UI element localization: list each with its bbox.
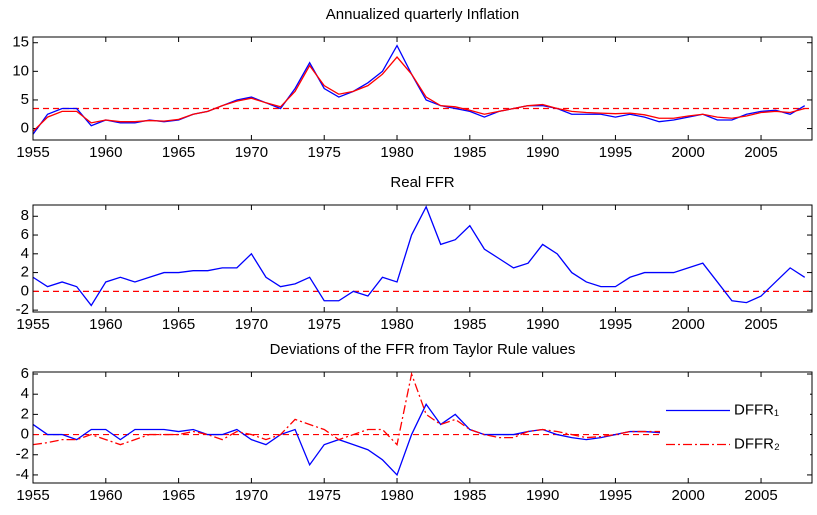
y-tick-label: 6: [21, 365, 29, 382]
x-tick-label: 1995: [599, 316, 632, 333]
y-tick-label: 6: [21, 226, 29, 243]
y-tick-label: 4: [21, 245, 29, 262]
subplot-title: Annualized quarterly Inflation: [326, 6, 519, 23]
x-tick-label: 1990: [526, 487, 559, 504]
x-tick-label: 2000: [672, 487, 705, 504]
y-tick-label: 0: [21, 282, 29, 299]
x-tick-label: 1970: [235, 144, 268, 161]
x-tick-label: 2005: [744, 487, 777, 504]
legend: DFFR₁ DFFR₂: [660, 393, 810, 462]
y-tick-label: -2: [16, 301, 29, 318]
y-tick-label: -4: [16, 466, 29, 483]
x-tick-label: 1975: [308, 144, 341, 161]
x-tick-label: 1980: [380, 316, 413, 333]
subplot-title: Real FFR: [390, 174, 454, 191]
legend-box: [660, 393, 810, 462]
x-tick-label: 1960: [89, 144, 122, 161]
y-tick-label: -2: [16, 446, 29, 463]
y-tick-label: 4: [21, 385, 29, 402]
axes-box: [32, 36, 813, 141]
x-tick-label: 2005: [744, 144, 777, 161]
series-line: [33, 205, 806, 307]
x-tick-label: 2005: [744, 316, 777, 333]
x-tick-label: 1995: [599, 144, 632, 161]
x-tick-label: 1970: [235, 487, 268, 504]
x-tick-label: 1955: [16, 487, 49, 504]
x-tick-label: 1965: [162, 316, 195, 333]
x-tick-label: 1955: [16, 316, 49, 333]
x-tick-label: 2000: [672, 316, 705, 333]
x-tick-label: 1985: [453, 316, 486, 333]
x-tick-label: 1985: [453, 487, 486, 504]
series-line: [33, 56, 805, 132]
x-tick-label: 1995: [599, 487, 632, 504]
plot-area: [33, 205, 812, 307]
y-tick-label: 8: [21, 207, 29, 224]
x-tick-label: 1965: [162, 144, 195, 161]
x-tick-label: 1960: [89, 316, 122, 333]
subplot: Real FFR 1955 1960 1965 1970 1975 1980 1985 1990…: [16, 174, 813, 333]
x-tick-label: 1975: [308, 316, 341, 333]
x-tick-label: 1970: [235, 316, 268, 333]
y-tick-label: 0: [21, 426, 29, 443]
y-tick-label: 0: [21, 120, 29, 137]
y-tick-label: 2: [21, 264, 29, 281]
y-tick-label: 10: [12, 62, 29, 79]
x-tick-label: 1980: [380, 144, 413, 161]
y-tick-label: 2: [21, 405, 29, 422]
legend-label: DFFR₂: [734, 435, 780, 452]
plot-area: [33, 44, 812, 135]
subplot: Annualized quarterly Inflation 1955 1960 19…: [12, 6, 813, 161]
legend-label: DFFR₁: [734, 401, 779, 418]
x-tick-label: 1960: [89, 487, 122, 504]
x-tick-label: 2000: [672, 144, 705, 161]
subplot: Deviations of the FFR from Taylor Rule v…: [16, 341, 813, 504]
axes-box: [32, 204, 813, 313]
axes-box: [32, 371, 813, 484]
x-tick-label: 1965: [162, 487, 195, 504]
x-tick-label: 1980: [380, 487, 413, 504]
x-tick-label: 1990: [526, 316, 559, 333]
x-tick-label: 1975: [308, 487, 341, 504]
x-tick-label: 1990: [526, 144, 559, 161]
x-tick-label: 1985: [453, 144, 486, 161]
x-tick-label: 1955: [16, 144, 49, 161]
subplot-title: Deviations of the FFR from Taylor Rule v…: [270, 341, 576, 358]
y-tick-label: 5: [21, 91, 29, 108]
y-tick-label: 15: [12, 34, 29, 51]
